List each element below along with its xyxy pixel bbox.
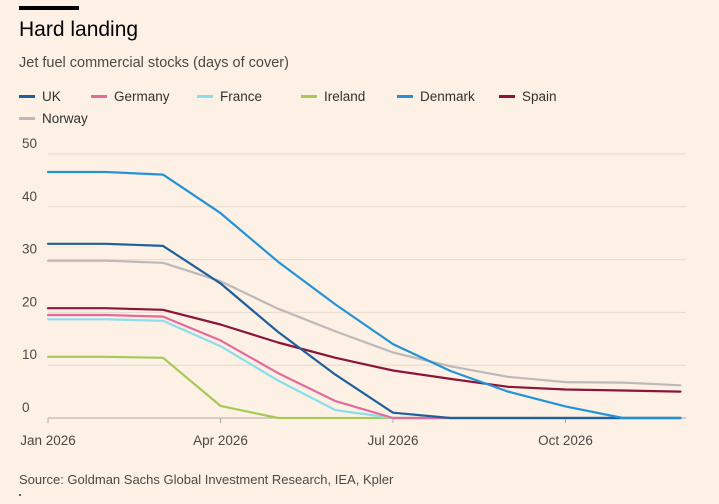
x-tick-label: Oct 2026 — [538, 433, 593, 448]
legend-item-ireland: Ireland — [301, 87, 365, 105]
y-tick-label: 20 — [22, 294, 37, 309]
chart-title: Hard landing — [19, 18, 139, 41]
legend-item-germany: Germany — [91, 87, 170, 105]
legend-swatch — [499, 94, 515, 98]
chart-subtitle: Jet fuel commercial stocks (days of cove… — [19, 55, 289, 71]
legend-label: Denmark — [420, 88, 475, 104]
y-tick-label: 50 — [22, 136, 37, 151]
legend-item-france: France — [197, 87, 262, 105]
x-ticks: Jan 2026 Apr 2026 Jul 2026 Oct 2026 — [20, 418, 593, 448]
legend-swatch — [197, 94, 213, 98]
legend-item-norway: Norway — [19, 109, 88, 127]
legend-swatch — [397, 94, 413, 98]
legend-item-denmark: Denmark — [397, 87, 475, 105]
x-tick-label: Jul 2026 — [367, 433, 418, 448]
legend-swatch — [19, 116, 35, 120]
y-tick-label: 30 — [22, 242, 37, 257]
series-line-france — [46, 318, 682, 420]
legend-label: UK — [42, 88, 61, 104]
legend-swatch — [91, 94, 107, 98]
series-lines — [46, 170, 682, 420]
series-line-uk — [46, 242, 682, 420]
header-accent-bar — [19, 6, 79, 10]
legend-label: France — [220, 88, 263, 104]
y-tick-label: 10 — [22, 347, 37, 362]
legend-label: Ireland — [324, 88, 366, 104]
y-tick-label: 40 — [22, 189, 37, 204]
legend-swatch — [301, 94, 317, 98]
legend-label: Spain — [522, 88, 557, 104]
legend-item-spain: Spain — [499, 87, 557, 105]
footer-dot — [19, 494, 21, 496]
x-tick-label: Jan 2026 — [20, 433, 76, 448]
legend-label: Norway — [42, 110, 88, 126]
legend-item-uk: UK — [19, 87, 61, 105]
series-line-denmark — [46, 170, 682, 420]
legend-label: Germany — [114, 88, 170, 104]
y-gridlines — [48, 153, 686, 419]
series-line-spain — [46, 307, 682, 393]
y-tick-labels: 0 10 20 30 40 50 — [22, 136, 37, 415]
y-tick-label: 0 — [22, 400, 30, 415]
legend-swatch — [19, 94, 35, 98]
x-tick-label: Apr 2026 — [193, 433, 248, 448]
source-note: Source: Goldman Sachs Global Investment … — [19, 472, 394, 487]
series-line-norway — [46, 259, 682, 387]
series-line-germany — [46, 313, 682, 420]
